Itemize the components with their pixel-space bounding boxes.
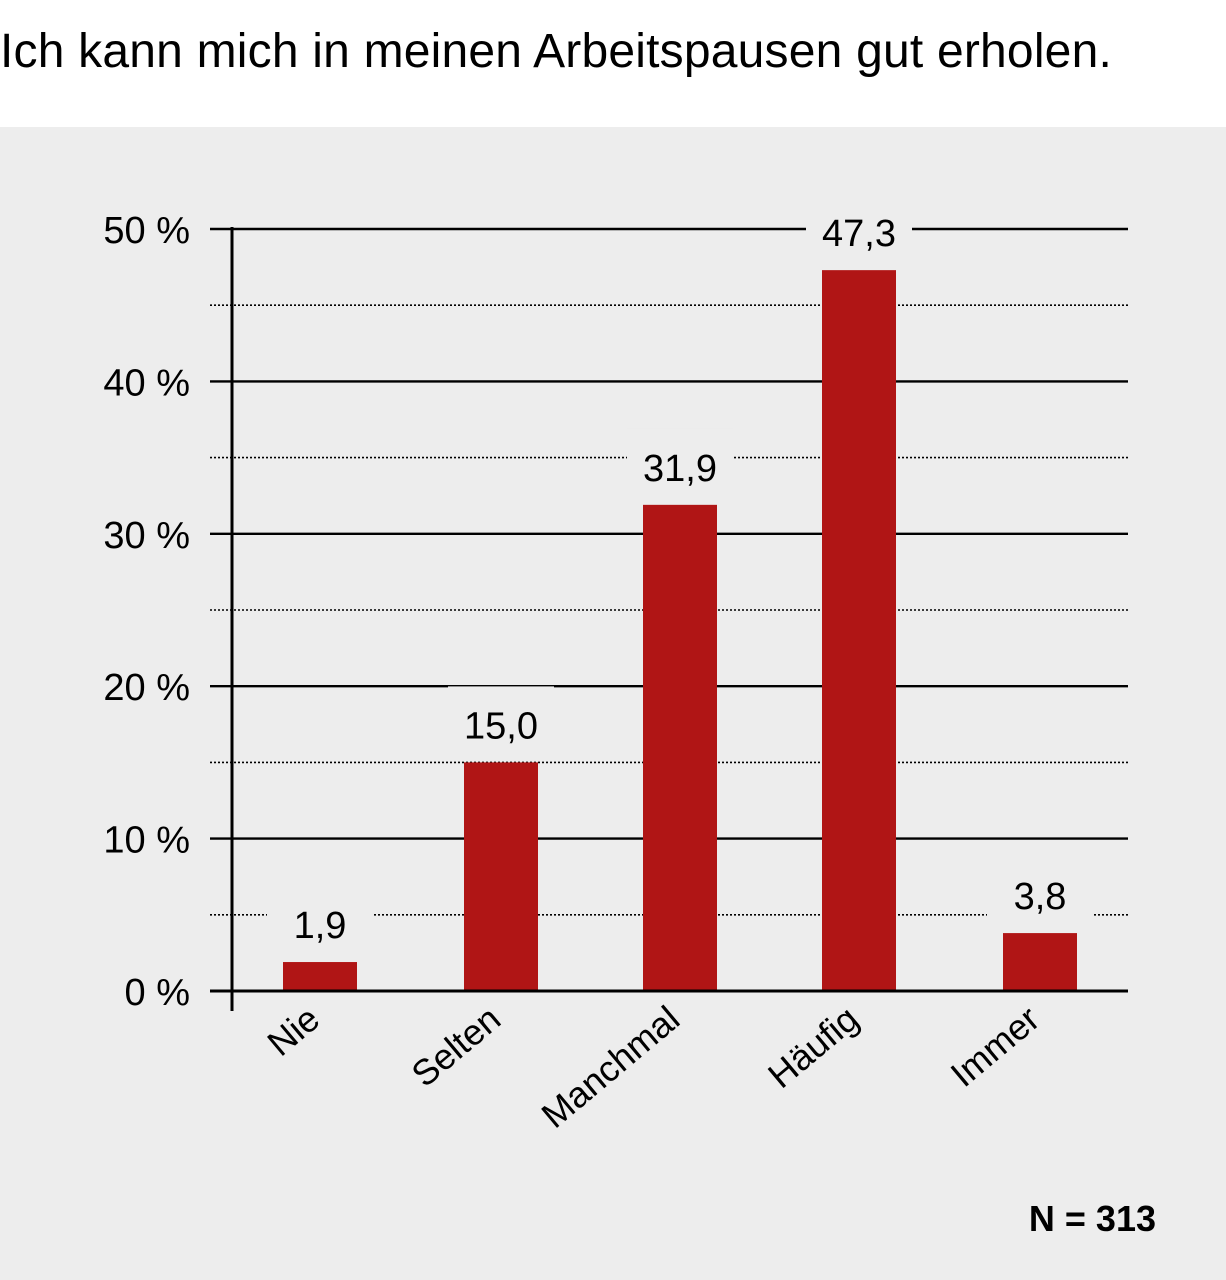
- x-tick-label: Manchmal: [534, 998, 688, 1136]
- x-tick-label: Immer: [943, 998, 1047, 1095]
- data-label: 15,0: [464, 705, 538, 747]
- y-tick-label: 50 %: [103, 210, 190, 252]
- bar-selten: [464, 762, 538, 991]
- sample-size-note: N = 313: [1028, 1198, 1156, 1239]
- bar-häufig: [822, 270, 896, 991]
- y-tick-label: 10 %: [103, 820, 190, 862]
- x-tick-label: Nie: [259, 998, 327, 1064]
- chart-panel: 1,9 15,0 31,9 47,3 3,8 0 % 10 % 20 % 30 % 40 % 50 …: [0, 127, 1226, 1280]
- bar-chart: 1,9 15,0 31,9 47,3 3,8 0 % 10 % 20 % 30 % 40 % 50 …: [103, 194, 1128, 1136]
- x-tick-label: Selten: [404, 998, 509, 1095]
- data-label-background: [627, 428, 733, 493]
- y-tick-label: 0 %: [125, 972, 190, 1014]
- y-tick-label: 20 %: [103, 667, 190, 709]
- data-label-background: [267, 886, 373, 951]
- data-label-background: [987, 857, 1093, 922]
- data-label: 47,3: [822, 213, 896, 255]
- bar-nie: [283, 962, 357, 991]
- x-tick-label: Häufig: [760, 998, 866, 1096]
- data-label: 3,8: [1014, 876, 1067, 918]
- bar-manchmal: [643, 504, 717, 991]
- data-label: 31,9: [643, 448, 717, 490]
- y-tick-label: 30 %: [103, 515, 190, 557]
- y-tick-label: 40 %: [103, 362, 190, 404]
- data-label-background: [448, 686, 554, 751]
- data-label-background: [806, 194, 912, 259]
- chart-title: Ich kann mich in meinen Arbeitspausen gu…: [0, 25, 1113, 78]
- bar-immer: [1003, 933, 1077, 991]
- data-label: 1,9: [294, 905, 347, 947]
